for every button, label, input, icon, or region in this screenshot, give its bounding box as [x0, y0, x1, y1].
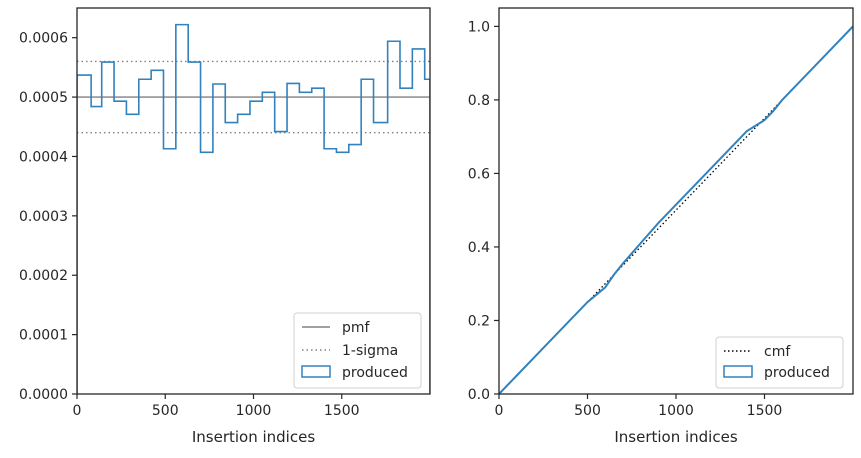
legend-pmf-label: pmf: [342, 320, 371, 336]
plot-area: [499, 25, 853, 394]
legend: cmf produced: [715, 336, 844, 389]
axes-frame: [498, 7, 854, 395]
legend-produced-label: produced: [342, 365, 408, 381]
legend-cmf-label: cmf: [764, 344, 791, 360]
plot-area: [77, 23, 430, 394]
right-chart-cmf: 0 500 1000 1500 0.0 0.2 0.4 0.6 0.8 1.0 Insertion …: [468, 7, 854, 446]
x-tick-label: 1000: [658, 403, 694, 419]
y-tick-label: 0.0005: [19, 90, 68, 106]
x-tick-label: 1500: [324, 403, 360, 419]
produced-cumulative-line: [499, 25, 853, 394]
y-tick-label: 1.0: [468, 19, 490, 35]
y-tick-label: 0.0000: [19, 387, 68, 403]
y-tick-label: 0.0002: [19, 268, 68, 284]
legend-produced-swatch: [301, 365, 331, 378]
x-tick-label: 500: [152, 403, 179, 419]
x-axis-label: Insertion indices: [614, 428, 737, 446]
x-tick-label: 500: [574, 403, 601, 419]
y-tick-label: 0.2: [468, 313, 490, 329]
legend-sigma-label: 1-sigma: [342, 343, 398, 359]
x-tick-label: 0: [495, 403, 504, 419]
y-tick-label: 0.4: [468, 240, 490, 256]
x-axis-label: Insertion indices: [192, 428, 315, 446]
x-tick-label: 0: [73, 403, 82, 419]
y-tick-label: 0.0: [468, 387, 490, 403]
axes-frame: [76, 7, 431, 395]
legend-produced-label: produced: [764, 365, 830, 381]
produced-histogram: [77, 23, 430, 394]
legend-box: [293, 312, 422, 389]
x-tick-label: 1500: [747, 403, 783, 419]
legend-box: [715, 336, 844, 389]
y-tick-label: 0.0006: [19, 31, 68, 47]
y-tick-label: 0.0003: [19, 209, 68, 225]
legend-produced-swatch: [723, 365, 753, 378]
y-tick-label: 0.6: [468, 166, 490, 182]
left-chart-pmf: 0 500 1000 1500 0.0000 0.0001 0.0002 0.0003 0.00…: [19, 7, 431, 446]
y-tick-label: 0.8: [468, 93, 490, 109]
legend: pmf 1-sigma produced: [293, 312, 422, 389]
y-tick-label: 0.0004: [19, 149, 68, 165]
y-tick-label: 0.0001: [19, 328, 68, 344]
x-tick-label: 1000: [236, 403, 272, 419]
